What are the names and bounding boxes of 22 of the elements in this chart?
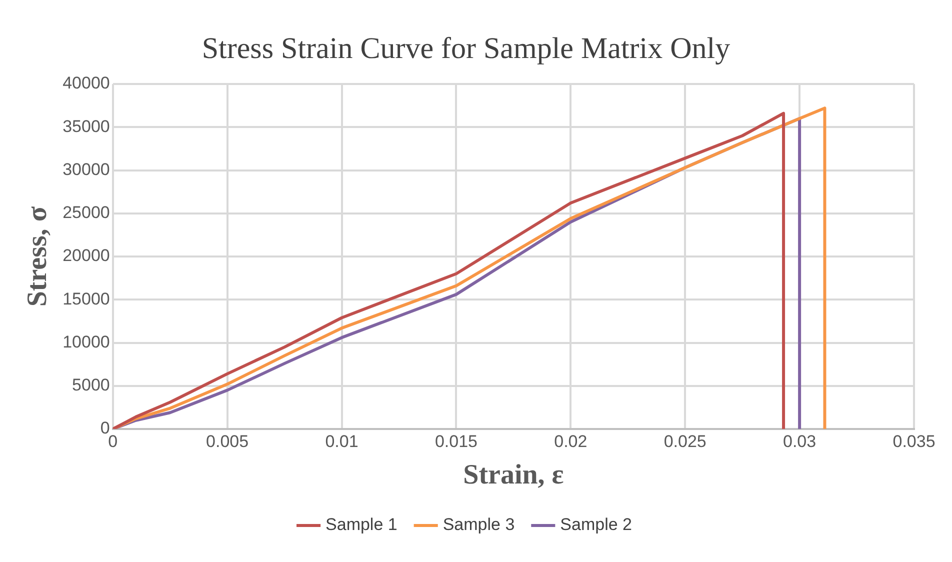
x-tick-label: 0.015 [434, 432, 478, 451]
x-tick-label: 0.02 [554, 432, 588, 451]
legend-label: Sample 3 [442, 515, 515, 534]
y-tick-label: 0 [100, 418, 110, 438]
y-tick-label: 15000 [62, 289, 110, 308]
chart-title: Stress Strain Curve for Sample Matrix Only [202, 32, 730, 65]
y-tick-label: 5000 [72, 376, 110, 395]
x-tick-label: 0.025 [664, 432, 706, 451]
x-tick-label: 0.01 [325, 432, 358, 451]
y-tick-label: 10000 [62, 332, 110, 352]
y-axis-title: Stress, σ [22, 206, 54, 307]
y-tick-label: 20000 [62, 246, 110, 266]
y-tick-label: 30000 [62, 160, 110, 179]
x-tick-label: 0.03 [783, 432, 816, 451]
y-tick-label: 25000 [62, 203, 110, 222]
legend-label: Sample 1 [326, 515, 398, 534]
y-tick-label: 35000 [62, 116, 110, 136]
x-axis-title: Strain, ε [463, 459, 564, 490]
legend-label: Sample 2 [560, 515, 632, 534]
x-tick-label: 0.035 [892, 432, 936, 451]
y-tick-label: 40000 [62, 74, 110, 93]
x-tick-label: 0.005 [206, 432, 249, 451]
